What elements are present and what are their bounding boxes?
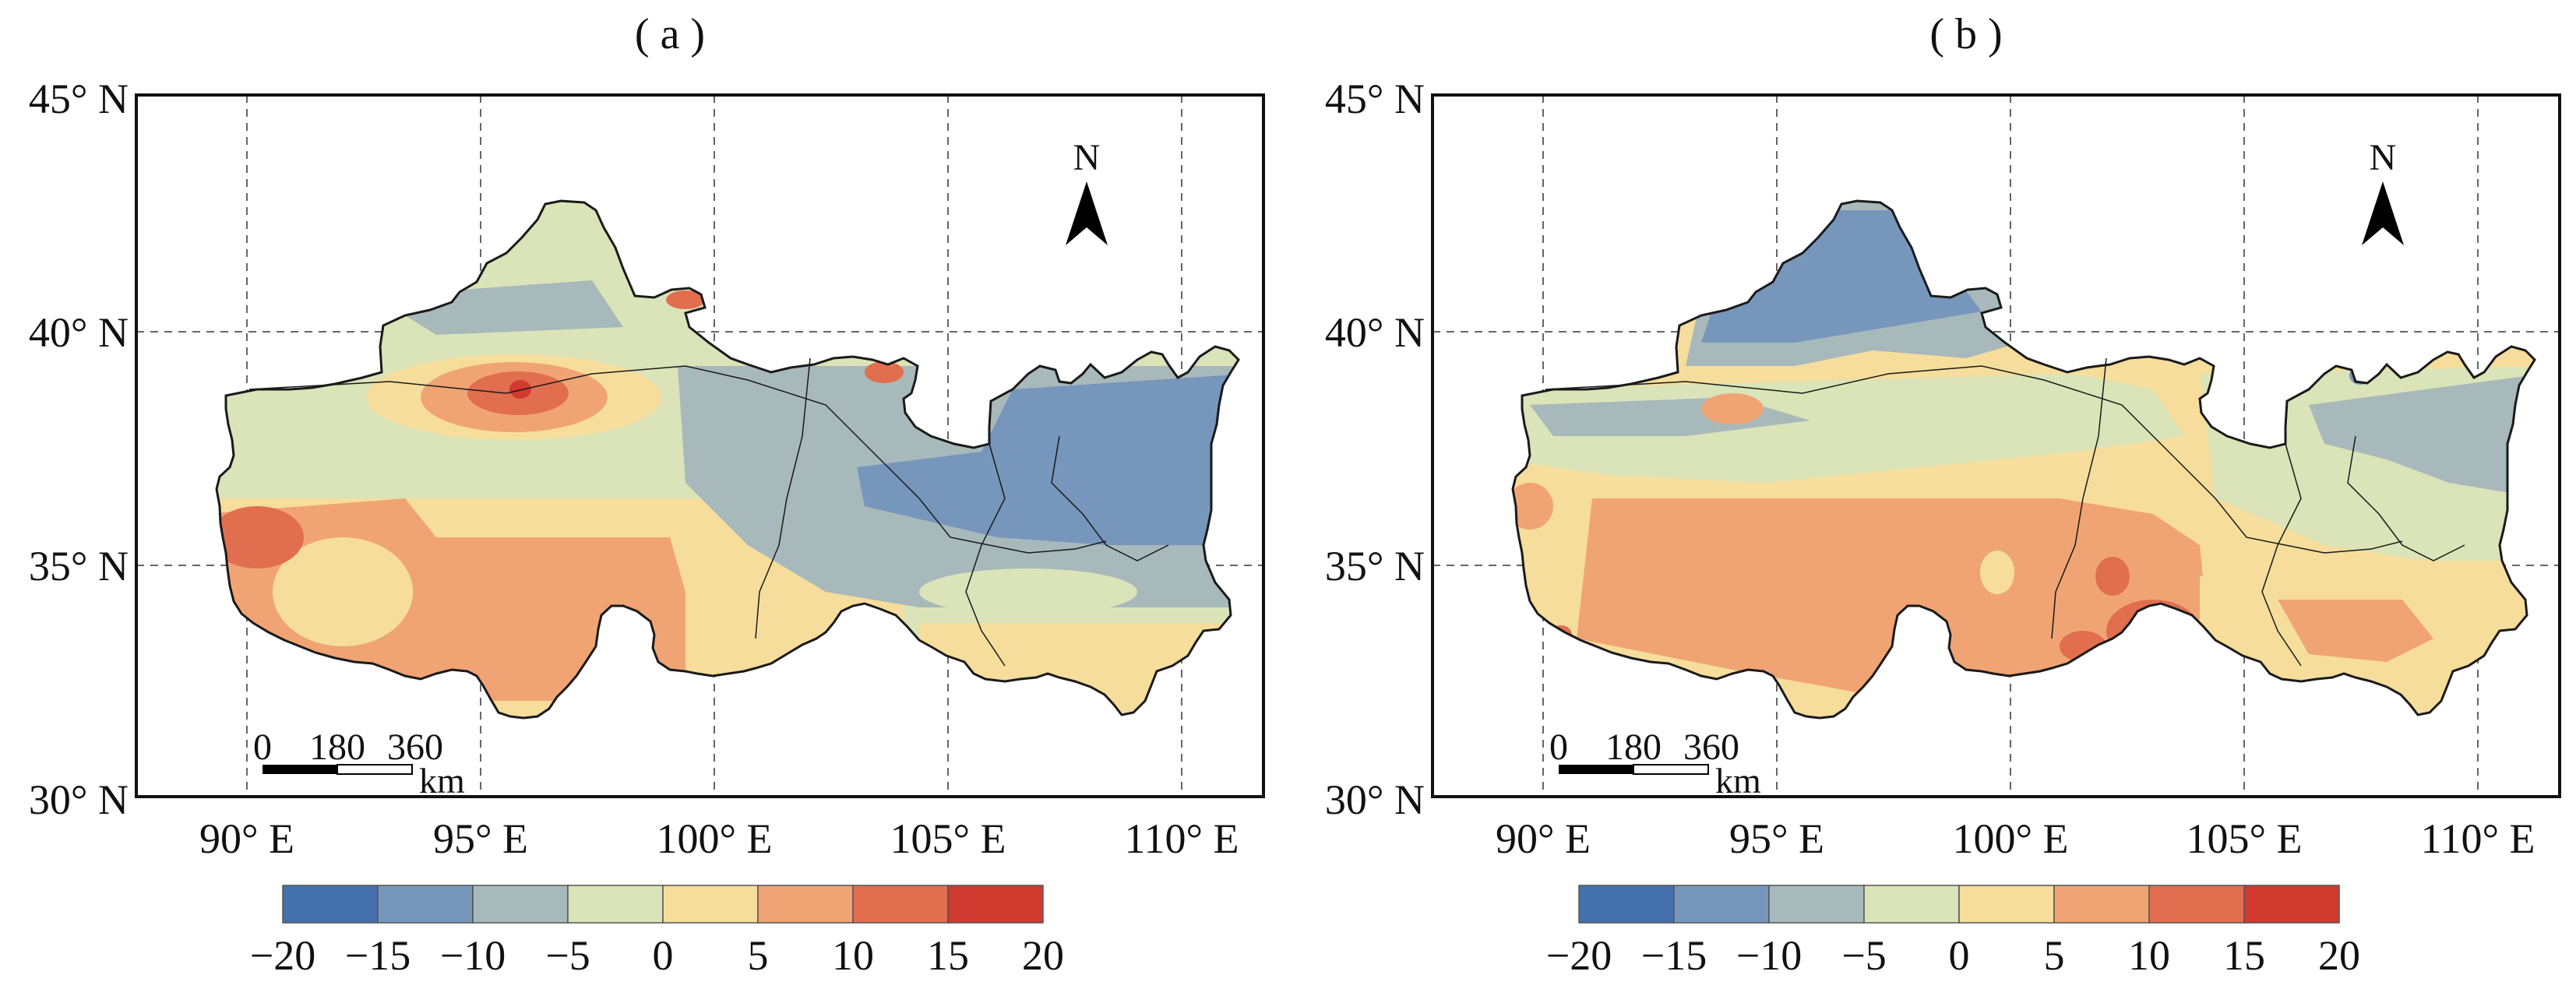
colorbar-tick-label: −20: [250, 932, 315, 979]
x-tick-label: 90° E: [199, 815, 294, 862]
region-boundary: [215, 199, 1240, 720]
scale-unit: km: [419, 761, 465, 801]
colorbar-tick-label: 0: [1949, 932, 1970, 979]
scale-tick: 180: [309, 727, 365, 768]
map-panel-a: ( a ): [29, 10, 1265, 979]
colorbar-swatch: [2053, 885, 2150, 924]
colorbar-swatch: [1958, 885, 2055, 924]
colorbar-tick-label: 5: [2044, 932, 2065, 979]
x-tick-label: 105° E: [890, 815, 1006, 862]
north-arrow-icon: [1066, 181, 1108, 245]
colorbar-swatch: [567, 885, 664, 924]
colorbar-tick-label: 20: [2318, 932, 2360, 979]
colorbar-tick-label: −20: [1546, 932, 1612, 979]
scale-bar: 0 180 360 km: [1549, 727, 1761, 801]
north-arrow-label: N: [2370, 137, 2397, 178]
x-tick-label: 95° E: [1729, 815, 1824, 862]
scale-tick: 360: [1683, 727, 1739, 768]
x-axis-labels: 90° E 95° E 100° E 105° E 110° E: [199, 815, 1239, 862]
scale-unit: km: [1715, 761, 1761, 801]
colorbar-swatch: [1863, 885, 1960, 924]
scale-tick: 360: [387, 727, 443, 768]
colorbar-tick-label: 15: [2223, 932, 2265, 979]
map-frame: [135, 93, 1265, 798]
y-tick-label: 30° N: [1325, 776, 1425, 823]
scale-tick: 0: [1549, 727, 1568, 768]
colorbar-tick-label: 15: [927, 932, 969, 979]
colorbar-tick-label: −5: [1841, 932, 1886, 979]
colorbar-tick-label: 0: [653, 932, 674, 979]
colorbar-swatch: [1673, 885, 1770, 924]
colorbar-swatch: [852, 885, 949, 924]
anomaly-field: [217, 201, 1239, 718]
y-axis-labels: 30° N 35° N 40° N 45° N: [1325, 76, 1425, 823]
anomaly-field: [1513, 201, 2535, 718]
colorbar-swatch: [2148, 885, 2245, 924]
colorbar: −20 −15 −10 −5 0 5 10 15 20: [1546, 885, 2360, 979]
colorbar-swatch: [2243, 885, 2340, 924]
north-arrow: N: [1066, 137, 1108, 245]
y-tick-label: 40° N: [1325, 309, 1425, 356]
colorbar-tick-label: 10: [832, 932, 874, 979]
scale-bar: 0 180 360 km: [253, 727, 465, 801]
scale-tick: 180: [1605, 727, 1662, 768]
north-arrow: N: [2362, 137, 2404, 245]
x-tick-label: 105° E: [2186, 815, 2302, 862]
colorbar-tick-label: 20: [1022, 932, 1064, 979]
province-boundary: [755, 357, 811, 639]
colorbar-swatch: [377, 885, 474, 924]
colorbar-tick-label: −15: [345, 932, 411, 979]
x-tick-label: 95° E: [433, 815, 528, 862]
y-tick-label: 45° N: [1325, 76, 1425, 122]
colorbar-tick-label: −15: [1641, 932, 1707, 979]
x-tick-label: 110° E: [1124, 815, 1239, 862]
map-panel-b: ( b ): [1325, 10, 2561, 979]
province-boundary: [2051, 357, 2107, 639]
x-tick-label: 100° E: [1952, 815, 2068, 862]
colorbar-swatch: [662, 885, 759, 924]
north-arrow-icon: [2362, 181, 2404, 245]
colorbar: −20 −15 −10 −5 0 5 10 15 20: [250, 885, 1064, 979]
colorbar-swatch: [947, 885, 1044, 924]
panel-label: ( a ): [635, 10, 705, 58]
y-tick-label: 40° N: [29, 309, 129, 356]
y-axis-labels: 30° N 35° N 40° N 45° N: [29, 76, 129, 823]
colorbar-tick-label: −5: [545, 932, 590, 979]
colorbar-tick-label: 5: [748, 932, 769, 979]
colorbar-tick-label: 10: [2128, 932, 2170, 979]
x-axis-labels: 90° E 95° E 100° E 105° E 110° E: [1496, 815, 2535, 862]
colorbar-tick-label: −10: [440, 932, 506, 979]
scale-tick: 0: [253, 727, 272, 768]
colorbar-swatch: [1578, 885, 1675, 924]
province-boundary: [2261, 443, 2302, 667]
y-tick-label: 30° N: [29, 776, 129, 823]
province-boundary: [248, 365, 1107, 554]
colorbar-tick-label: −10: [1736, 932, 1802, 979]
province-boundary: [965, 443, 1006, 667]
map-frame: [1431, 93, 2561, 798]
y-tick-label: 35° N: [29, 543, 129, 590]
x-tick-label: 110° E: [2420, 815, 2535, 862]
colorbar-swatch: [757, 885, 854, 924]
colorbar-swatch: [1768, 885, 1865, 924]
province-boundary: [2347, 435, 2465, 561]
north-arrow-label: N: [1073, 137, 1101, 178]
y-tick-label: 45° N: [29, 76, 129, 122]
colorbar-swatch: [282, 885, 379, 924]
x-tick-label: 90° E: [1496, 815, 1591, 862]
y-tick-label: 35° N: [1325, 543, 1425, 590]
colorbar-swatch: [472, 885, 569, 924]
x-tick-label: 100° E: [656, 815, 772, 862]
province-boundary: [1051, 435, 1169, 561]
panel-label: ( b ): [1929, 10, 2002, 58]
region-boundary: [1511, 199, 2536, 720]
province-boundary: [1545, 365, 2403, 554]
